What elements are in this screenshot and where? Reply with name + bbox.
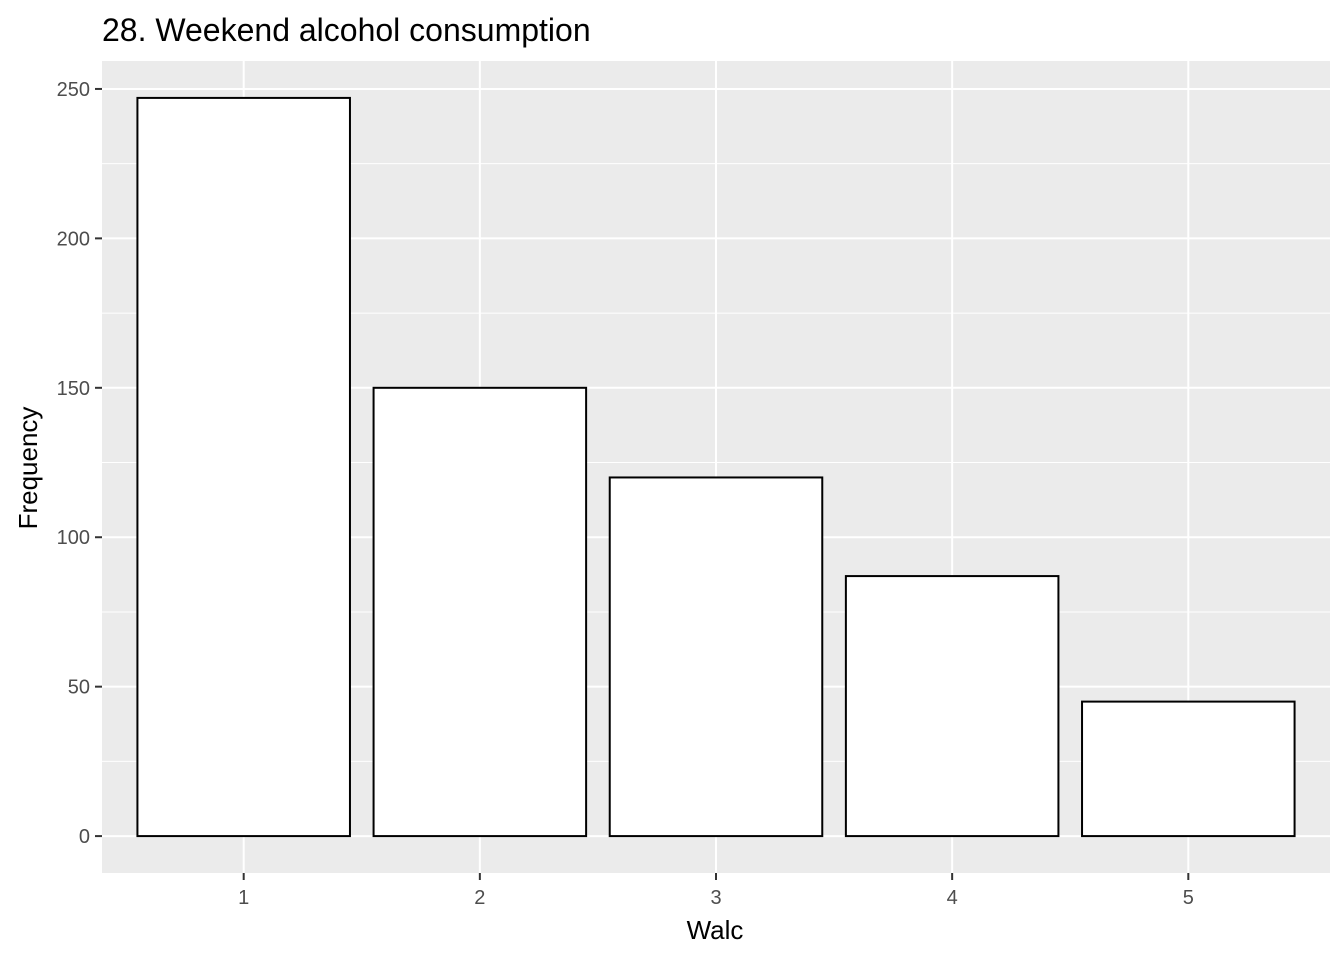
y-axis: 0 50 100 150 200 250 [57,79,102,848]
bar-1 [136,96,351,838]
bar-3 [608,476,824,838]
y-tick-label: 100 [57,527,90,549]
chart-title: 28. Weekend alcohol consumption [102,12,591,48]
y-tick-label: 200 [57,228,90,250]
y-tick-label: 150 [57,378,90,400]
bars-group [136,96,1296,838]
x-axis-title: Walc [687,915,744,945]
bar-4 [844,575,1060,838]
bar-2 [372,386,588,838]
x-tick-label: 1 [238,887,249,909]
y-axis-title: Frequency [13,407,43,530]
x-tick-label: 2 [474,887,485,909]
x-axis: 1 2 3 4 5 [238,873,1194,909]
y-tick-label: 0 [79,826,90,848]
x-tick-label: 4 [947,887,958,909]
x-tick-label: 5 [1183,887,1194,909]
bar-5 [1081,700,1296,838]
y-tick-label: 250 [57,79,90,101]
x-tick-label: 3 [710,887,721,909]
y-tick-label: 50 [68,677,90,699]
